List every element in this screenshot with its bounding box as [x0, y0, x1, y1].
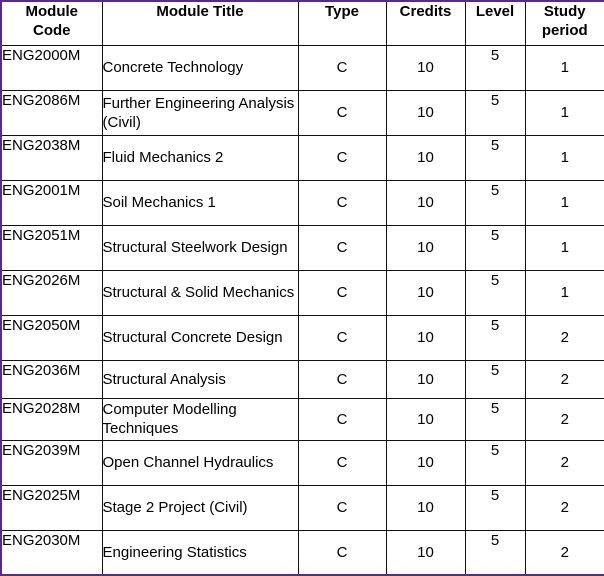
table-body: ENG2000M Concrete Technology C 10 5 1 ENG2086M…	[0, 44, 604, 576]
module-title-cell: Structural Analysis	[101, 359, 299, 399]
table-row: ENG2030M Engineering Statistics C 10 5 2	[0, 529, 604, 576]
type-cell: C	[297, 89, 387, 136]
table-row: ENG2039M Open Channel Hydraulics C 10 5 2	[0, 439, 604, 486]
study-period-cell: 1	[524, 269, 604, 316]
level-cell: 5	[464, 359, 526, 399]
credits-cell: 10	[385, 269, 466, 316]
module-title-cell: Structural & Solid Mechanics	[101, 269, 299, 316]
type-cell: C	[297, 314, 387, 361]
table-row: ENG2026M Structural & Solid Mechanics C 10 5…	[0, 269, 604, 316]
credits-cell: 10	[385, 224, 466, 271]
module-title-cell: Concrete Technology	[101, 44, 299, 91]
table-row: ENG2028M Computer Modelling Techniques C 10…	[0, 397, 604, 441]
credits-cell: 10	[385, 314, 466, 361]
table-row: ENG2000M Concrete Technology C 10 5 1	[0, 44, 604, 91]
header-module-code: Module Code	[0, 0, 103, 46]
credits-cell: 10	[385, 179, 466, 226]
study-period-cell: 2	[524, 484, 604, 531]
module-code-cell: ENG2025M	[0, 484, 103, 531]
header-credits: Credits	[385, 0, 466, 46]
header-module-title: Module Title	[101, 0, 299, 46]
header-row: Module Code Module Title Type Credits Le…	[0, 0, 604, 46]
credits-cell: 10	[385, 397, 466, 441]
study-period-cell: 1	[524, 224, 604, 271]
header-study-period: Study period	[524, 0, 604, 46]
module-title-cell: Structural Steelwork Design	[101, 224, 299, 271]
credits-cell: 10	[385, 44, 466, 91]
table-row: ENG2038M Fluid Mechanics 2 C 10 5 1	[0, 134, 604, 181]
table-row: ENG2001M Soil Mechanics 1 C 10 5 1	[0, 179, 604, 226]
credits-cell: 10	[385, 359, 466, 399]
credits-cell: 10	[385, 529, 466, 576]
table-row: ENG2025M Stage 2 Project (Civil) C 10 5 2	[0, 484, 604, 531]
type-cell: C	[297, 529, 387, 576]
type-cell: C	[297, 484, 387, 531]
type-cell: C	[297, 44, 387, 91]
study-period-cell: 1	[524, 134, 604, 181]
study-period-cell: 2	[524, 314, 604, 361]
level-cell: 5	[464, 134, 526, 181]
credits-cell: 10	[385, 134, 466, 181]
type-cell: C	[297, 269, 387, 316]
study-period-cell: 2	[524, 359, 604, 399]
module-title-cell: Computer Modelling Techniques	[101, 397, 299, 441]
type-cell: C	[297, 224, 387, 271]
credits-cell: 10	[385, 439, 466, 486]
credits-cell: 10	[385, 89, 466, 136]
module-code-cell: ENG2028M	[0, 397, 103, 441]
study-period-cell: 2	[524, 397, 604, 441]
module-title-cell: Soil Mechanics 1	[101, 179, 299, 226]
level-cell: 5	[464, 44, 526, 91]
study-period-cell: 1	[524, 44, 604, 91]
header-type: Type	[297, 0, 387, 46]
module-code-cell: ENG2001M	[0, 179, 103, 226]
level-cell: 5	[464, 314, 526, 361]
module-code-cell: ENG2086M	[0, 89, 103, 136]
module-code-cell: ENG2030M	[0, 529, 103, 576]
module-code-cell: ENG2000M	[0, 44, 103, 91]
module-code-cell: ENG2051M	[0, 224, 103, 271]
study-period-cell: 2	[524, 529, 604, 576]
module-title-cell: Open Channel Hydraulics	[101, 439, 299, 486]
table-row: ENG2050M Structural Concrete Design C 10 5 2	[0, 314, 604, 361]
study-period-cell: 2	[524, 439, 604, 486]
module-title-cell: Engineering Statistics	[101, 529, 299, 576]
module-code-cell: ENG2039M	[0, 439, 103, 486]
table-row: ENG2051M Structural Steelwork Design C 10 5 1	[0, 224, 604, 271]
level-cell: 5	[464, 269, 526, 316]
level-cell: 5	[464, 529, 526, 576]
module-code-cell: ENG2038M	[0, 134, 103, 181]
type-cell: C	[297, 179, 387, 226]
type-cell: C	[297, 397, 387, 441]
level-cell: 5	[464, 439, 526, 486]
level-cell: 5	[464, 89, 526, 136]
level-cell: 5	[464, 397, 526, 441]
study-period-cell: 1	[524, 89, 604, 136]
level-cell: 5	[464, 484, 526, 531]
module-title-cell: Further Engineering Analysis (Civil)	[101, 89, 299, 136]
module-code-cell: ENG2050M	[0, 314, 103, 361]
credits-cell: 10	[385, 484, 466, 531]
study-period-cell: 1	[524, 179, 604, 226]
module-title-cell: Fluid Mechanics 2	[101, 134, 299, 181]
type-cell: C	[297, 359, 387, 399]
type-cell: C	[297, 439, 387, 486]
header-level: Level	[464, 0, 526, 46]
module-code-cell: ENG2036M	[0, 359, 103, 399]
type-cell: C	[297, 134, 387, 181]
module-title-cell: Structural Concrete Design	[101, 314, 299, 361]
table-row: ENG2086M Further Engineering Analysis (Ci…	[0, 89, 604, 136]
module-code-cell: ENG2026M	[0, 269, 103, 316]
table-row: ENG2036M Structural Analysis C 10 5 2	[0, 359, 604, 399]
level-cell: 5	[464, 224, 526, 271]
level-cell: 5	[464, 179, 526, 226]
module-title-cell: Stage 2 Project (Civil)	[101, 484, 299, 531]
